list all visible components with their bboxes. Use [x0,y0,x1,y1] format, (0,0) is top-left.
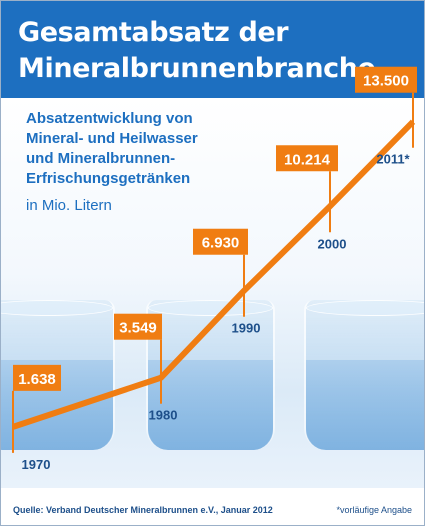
subtitle-line: Absatzentwicklung von [26,110,193,127]
data-label: 10.214 [284,151,331,168]
data-label: 6.930 [202,235,240,252]
x-tick-label: 1990 [232,321,261,336]
x-tick-label: 2011* [376,152,410,167]
series-line [12,119,416,430]
footnote: *vorläufige Angabe [336,505,412,515]
data-label-box [276,145,338,172]
data-label-box [114,313,162,340]
source-note: Quelle: Verband Deutscher Mineralbrunnen… [13,505,273,515]
glass-image [304,300,424,450]
chart-subtitle: Absatzentwicklung von Mineral- und Heilw… [26,109,316,189]
data-label: 1.638 [18,371,56,388]
x-tick-label: 2000 [318,236,347,251]
chart-title: Gesamtabsatz der Mineralbrunnenbranche [18,17,376,84]
subtitle-line: und Mineralbrunnen- [26,150,176,167]
data-label-box [355,66,417,93]
data-label-box [13,364,61,391]
subtitle-line: Erfrischungsgetränken [26,170,191,187]
x-tick-label: 1980 [149,408,178,423]
data-label: 13.500 [363,73,409,90]
unit-label: in Mio. Litern [26,197,112,214]
data-label-box [193,228,248,255]
title-banner: Gesamtabsatz der Mineralbrunnenbranche [1,1,424,98]
subtitle-line: Mineral- und Heilwasser [26,130,198,147]
data-label: 3.549 [119,320,157,337]
x-tick-label: 1970 [22,457,51,472]
